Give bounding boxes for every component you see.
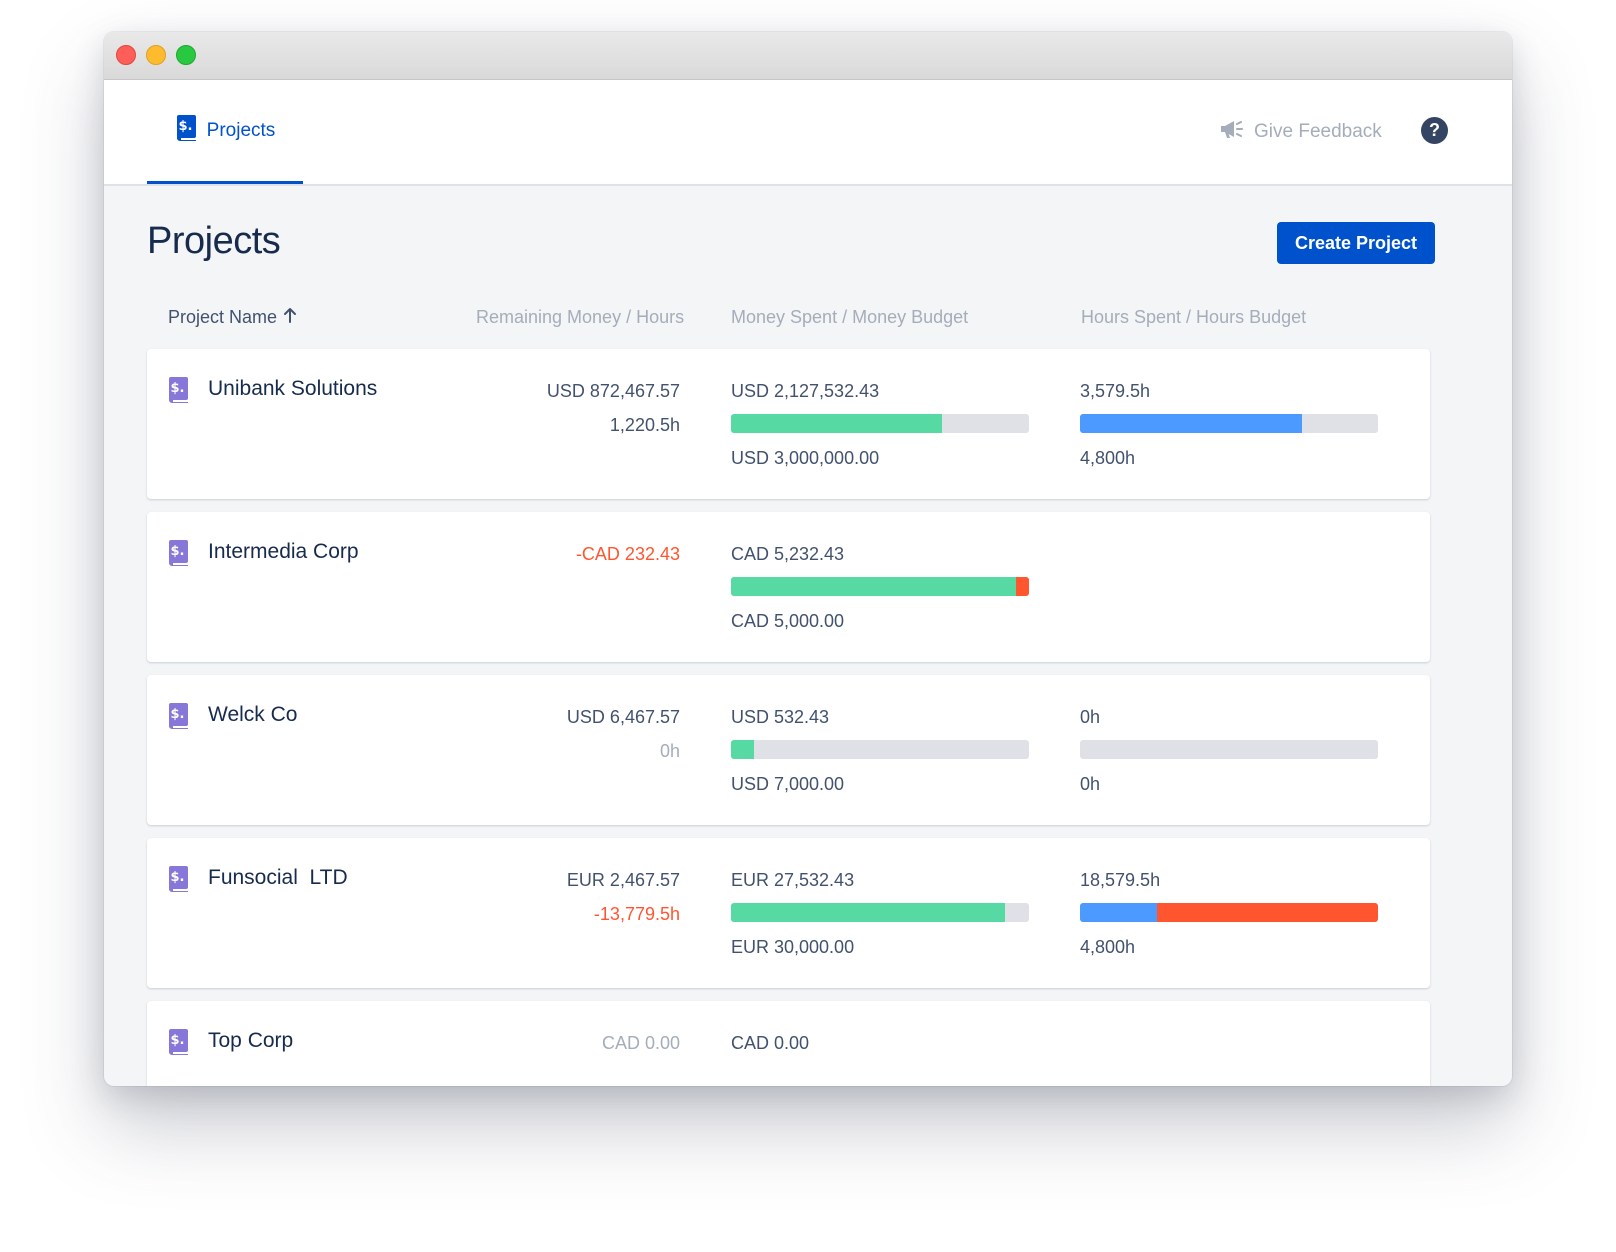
money-budget: USD 7,000.00 [731, 774, 845, 794]
hours-progress-bar-fill [1080, 903, 1157, 922]
create-project-button[interactable]: Create Project [1277, 222, 1435, 264]
tab-projects[interactable]: $. Projects [147, 80, 303, 184]
project-row[interactable]: $. Top Corp CAD 0.00 CAD 0.00 [147, 1001, 1430, 1086]
money-progress-bar [731, 577, 1029, 596]
money-progress-bar-fill [731, 740, 754, 759]
hours-progress-bar [1080, 903, 1378, 922]
remaining-hours: 1,220.5h [609, 415, 680, 435]
hours-spent: 18,579.5h [1080, 870, 1161, 890]
remaining-money: -CAD 232.43 [575, 544, 680, 564]
money-progress-bar-fill [731, 414, 943, 433]
column-header-project-name-label: Project Name [168, 307, 278, 327]
money-progress-bar [731, 740, 1029, 759]
money-progress-bar [731, 414, 1029, 433]
title-bar [104, 32, 1512, 80]
column-header-hours: Hours Spent / Hours Budget [1081, 307, 1307, 327]
project-row[interactable]: $. Unibank Solutions USD 872,467.57 1,220.5… [147, 349, 1430, 499]
column-header-project-name[interactable]: Project Name [168, 307, 297, 328]
project-name: Intermedia Corp [208, 540, 359, 563]
app-window: $. Projects Give Feedback ? Projects Cre… [104, 32, 1512, 1086]
money-spent: USD 532.43 [731, 707, 830, 727]
hours-progress-bar-fill [1080, 414, 1303, 433]
money-progress-bar-fill [731, 577, 1016, 596]
maximize-window-button[interactable] [176, 45, 196, 65]
question-mark-icon: ? [1429, 120, 1440, 140]
project-row[interactable]: $. Welck Co USD 6,467.57 0h USD 532.43 USD 7,… [147, 675, 1430, 825]
money-progress-bar [731, 903, 1029, 922]
project-row[interactable]: $. Funsocial LTD EUR 2,467.57 -13,779.5h EUR… [147, 838, 1430, 988]
project-icon: $. [167, 1028, 189, 1061]
page-title: Projects [147, 220, 281, 262]
hours-spent: 0h [1080, 707, 1101, 727]
hours-progress-bar-overage [1156, 903, 1378, 922]
top-navigation: $. Projects Give Feedback ? [104, 80, 1512, 186]
money-spent: EUR 27,532.43 [731, 870, 855, 890]
hours-progress-bar [1080, 414, 1378, 433]
give-feedback-label: Give Feedback [1254, 121, 1382, 142]
svg-text:$.: $. [171, 544, 185, 559]
hours-spent: 3,579.5h [1080, 381, 1151, 401]
svg-text:$.: $. [171, 1033, 185, 1048]
money-progress-bar-overage [1015, 577, 1029, 596]
svg-text:$.: $. [178, 119, 192, 134]
money-budget: USD 3,000,000.00 [731, 448, 880, 468]
project-name: Welck Co [208, 703, 298, 726]
sort-ascending-icon [283, 307, 297, 328]
money-budget: EUR 30,000.00 [731, 937, 855, 957]
give-feedback-link[interactable]: Give Feedback [1219, 118, 1382, 146]
hours-progress-bar [1080, 740, 1378, 759]
minimize-window-button[interactable] [146, 45, 166, 65]
project-icon: $. [167, 865, 189, 898]
hours-budget: 4,800h [1080, 448, 1136, 468]
remaining-money: USD 872,467.57 [546, 381, 680, 401]
money-budget: CAD 5,000.00 [731, 611, 845, 631]
megaphone-icon [1219, 118, 1245, 146]
remaining-hours: -13,779.5h [593, 904, 680, 924]
svg-text:$.: $. [171, 381, 185, 396]
svg-text:$.: $. [171, 870, 185, 885]
money-spent: CAD 0.00 [731, 1033, 810, 1053]
project-list: $. Unibank Solutions USD 872,467.57 1,220.5… [147, 349, 1430, 1086]
hours-budget: 0h [1080, 774, 1101, 794]
remaining-money: USD 6,467.57 [566, 707, 680, 727]
money-spent: CAD 5,232.43 [731, 544, 845, 564]
remaining-money: EUR 2,467.57 [566, 870, 680, 890]
close-window-button[interactable] [116, 45, 136, 65]
remaining-money: CAD 0.00 [601, 1033, 680, 1053]
money-progress-bar-fill [731, 903, 1005, 922]
hours-budget: 4,800h [1080, 937, 1136, 957]
project-icon: $. [167, 702, 189, 735]
column-header-remaining: Remaining Money / Hours [476, 307, 685, 327]
svg-text:$.: $. [171, 707, 185, 722]
project-icon: $. [167, 376, 189, 409]
project-icon: $. [167, 539, 189, 572]
projects-icon: $. [175, 114, 197, 147]
money-spent: USD 2,127,532.43 [731, 381, 880, 401]
project-name: Top Corp [208, 1029, 294, 1052]
tab-projects-label: Projects [206, 119, 276, 141]
project-name: Funsocial LTD [208, 866, 348, 889]
help-button[interactable]: ? [1421, 117, 1448, 144]
remaining-hours: 0h [659, 741, 680, 761]
column-header-money: Money Spent / Money Budget [731, 307, 969, 327]
project-name: Unibank Solutions [208, 377, 378, 400]
project-row[interactable]: $. Intermedia Corp -CAD 232.43 CAD 5,232.43… [147, 512, 1430, 662]
